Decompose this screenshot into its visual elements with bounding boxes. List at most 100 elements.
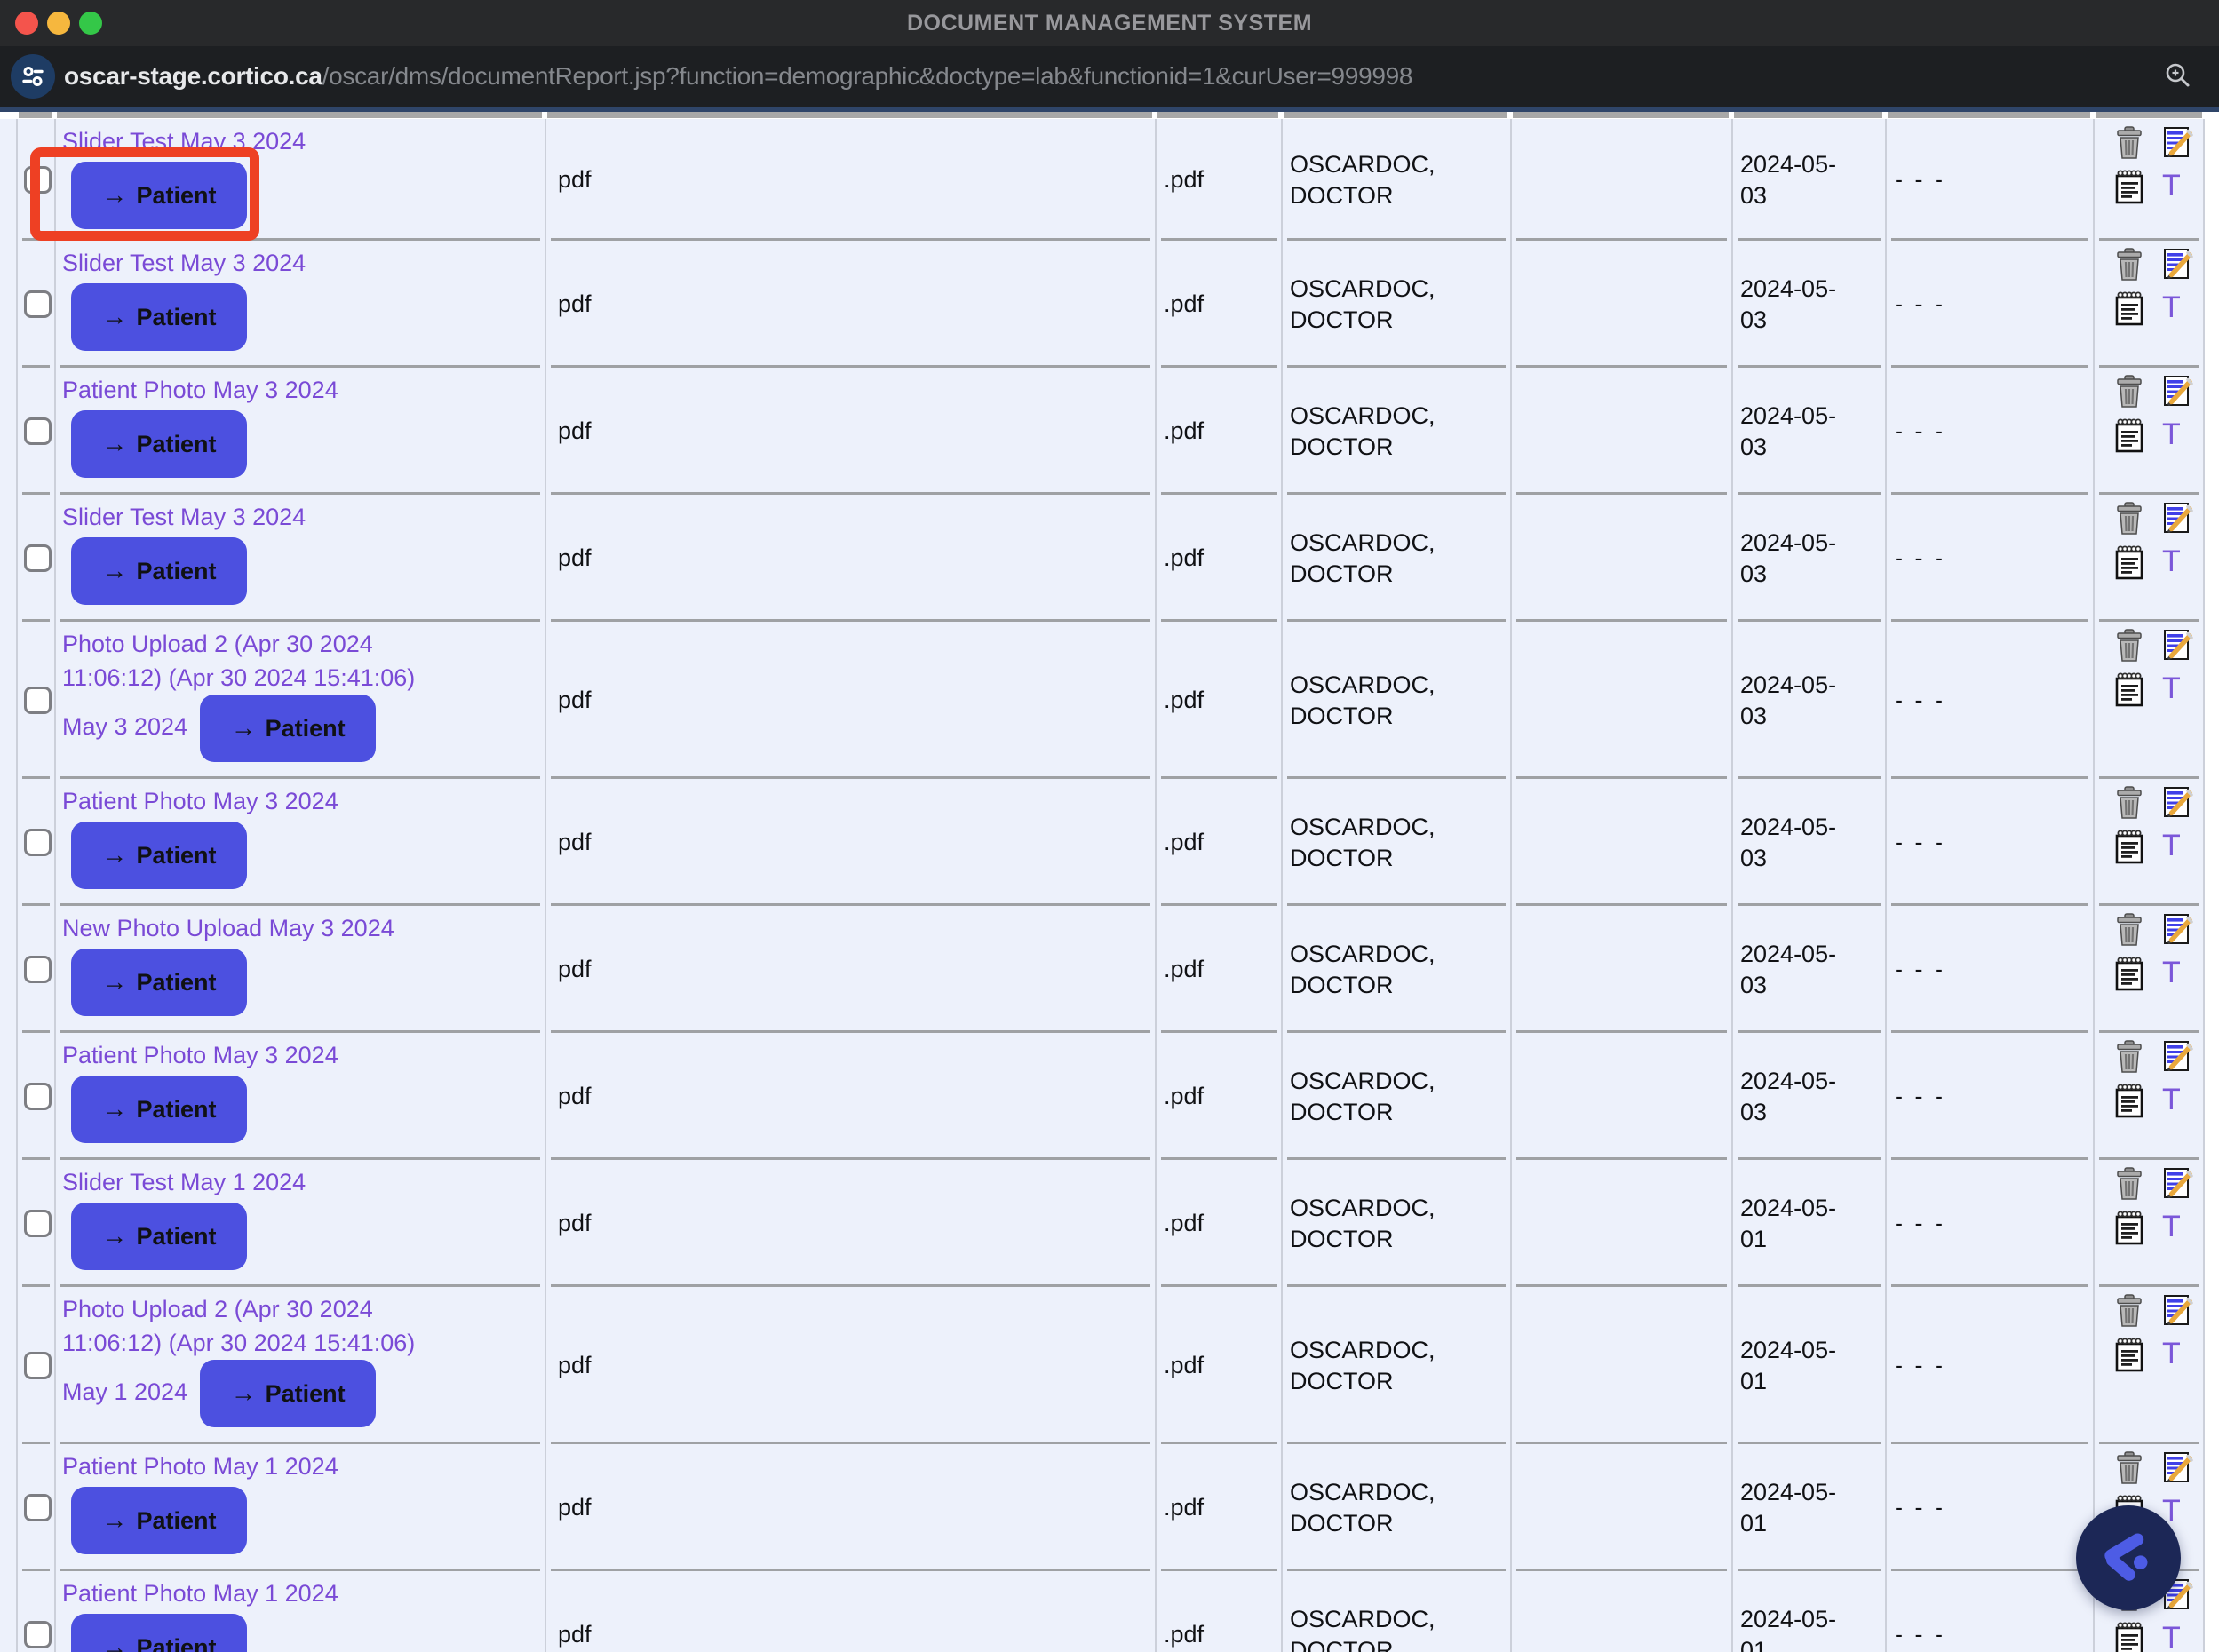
- trash-icon[interactable]: [2114, 1040, 2155, 1079]
- notepad-icon[interactable]: [2114, 290, 2155, 330]
- send-to-patient-button[interactable]: → Patient: [71, 410, 247, 478]
- send-to-patient-button[interactable]: → Patient: [71, 162, 247, 229]
- row-checkbox[interactable]: [24, 1083, 52, 1110]
- zoom-window-icon[interactable]: [79, 12, 102, 35]
- tickler-link[interactable]: T: [2162, 417, 2181, 451]
- document-link[interactable]: Slider Test May 1 2024: [62, 1169, 306, 1195]
- doc-type-cell: pdf: [545, 622, 1155, 779]
- doc-author-cell: OSCARDOC, DOCTOR: [1281, 1287, 1510, 1444]
- document-table: Slider Test May 3 2024 → Patient pdf .pdf …: [0, 119, 2205, 1652]
- row-left-gutter: [0, 1160, 16, 1287]
- notepad-icon[interactable]: [2114, 544, 2155, 584]
- notepad-icon[interactable]: [2114, 956, 2155, 995]
- trash-icon[interactable]: [2114, 502, 2155, 541]
- document-link[interactable]: Patient Photo May 1 2024: [62, 1580, 338, 1607]
- row-checkbox[interactable]: [24, 956, 52, 983]
- send-to-patient-button[interactable]: → Patient: [71, 1076, 247, 1143]
- notepad-icon[interactable]: [2114, 1337, 2155, 1376]
- row-checkbox[interactable]: [24, 290, 52, 318]
- trash-icon[interactable]: [2114, 1294, 2155, 1333]
- edit-document-icon[interactable]: [2162, 248, 2203, 287]
- document-link[interactable]: Patient Photo May 3 2024: [62, 788, 338, 814]
- row-checkbox[interactable]: [24, 829, 52, 856]
- trash-icon[interactable]: [2114, 1167, 2155, 1206]
- tickler-link[interactable]: T: [2162, 1210, 2181, 1243]
- document-link[interactable]: Slider Test May 3 2024: [62, 250, 306, 276]
- notepad-icon[interactable]: [2114, 1210, 2155, 1249]
- edit-document-icon[interactable]: [2162, 1040, 2203, 1079]
- document-link[interactable]: Patient Photo May 3 2024: [62, 377, 338, 403]
- notepad-icon[interactable]: [2114, 1621, 2155, 1652]
- row-left-gutter: [0, 368, 16, 495]
- doc-date: 2024-05-03: [1740, 401, 1837, 460]
- send-to-patient-button[interactable]: → Patient: [200, 1360, 377, 1427]
- send-to-patient-button[interactable]: → Patient: [200, 695, 377, 762]
- edit-document-icon[interactable]: [2162, 1451, 2203, 1490]
- edit-document-icon[interactable]: [2162, 502, 2203, 541]
- doc-date-cell: 2024-05-03: [1731, 495, 1885, 622]
- trash-icon[interactable]: [2114, 913, 2155, 952]
- tickler-link[interactable]: T: [2162, 1621, 2181, 1652]
- document-link[interactable]: Slider Test May 3 2024: [62, 504, 306, 530]
- edit-document-icon[interactable]: [2162, 375, 2203, 414]
- row-checkbox[interactable]: [24, 1621, 52, 1648]
- doc-author-cell: OSCARDOC, DOCTOR: [1281, 1571, 1510, 1652]
- notepad-icon[interactable]: [2114, 417, 2155, 457]
- tickler-link[interactable]: T: [2162, 169, 2181, 203]
- document-link[interactable]: Patient Photo May 3 2024: [62, 1042, 338, 1068]
- tune-sliders-icon[interactable]: [11, 54, 55, 99]
- trash-icon[interactable]: [2114, 1451, 2155, 1490]
- send-to-patient-button[interactable]: → Patient: [71, 1487, 247, 1554]
- arrow-right-icon: →: [101, 1505, 128, 1535]
- document-link[interactable]: Patient Photo May 1 2024: [62, 1453, 338, 1480]
- edit-document-icon[interactable]: [2162, 126, 2203, 165]
- tickler-link[interactable]: T: [2162, 956, 2181, 989]
- row-checkbox[interactable]: [24, 544, 52, 572]
- edit-document-icon[interactable]: [2162, 786, 2203, 825]
- document-link[interactable]: Photo Upload 2 (Apr 30 2024 11:06:12) (A…: [62, 631, 416, 741]
- notepad-icon[interactable]: [2114, 829, 2155, 868]
- tickler-link[interactable]: T: [2162, 671, 2181, 705]
- row-checkbox[interactable]: [24, 166, 52, 194]
- notepad-icon[interactable]: [2114, 671, 2155, 711]
- row-checkbox[interactable]: [24, 1494, 52, 1521]
- address-bar[interactable]: oscar-stage.cortico.ca/oscar/dms/documen…: [0, 46, 2219, 107]
- row-actions-cell: T: [2093, 368, 2203, 495]
- tickler-link[interactable]: T: [2162, 1494, 2181, 1528]
- notepad-icon[interactable]: [2114, 1083, 2155, 1122]
- tickler-link[interactable]: T: [2162, 544, 2181, 578]
- trash-icon[interactable]: [2114, 629, 2155, 668]
- notepad-icon[interactable]: [2114, 169, 2155, 208]
- tickler-link[interactable]: T: [2162, 290, 2181, 324]
- edit-document-icon[interactable]: [2162, 913, 2203, 952]
- document-link[interactable]: New Photo Upload May 3 2024: [62, 915, 394, 941]
- send-to-patient-button[interactable]: → Patient: [71, 537, 247, 605]
- document-link[interactable]: Slider Test May 3 2024: [62, 128, 306, 155]
- title-cell: Slider Test May 3 2024 → Patient: [54, 495, 545, 622]
- edit-document-icon[interactable]: [2162, 1167, 2203, 1206]
- send-to-patient-button[interactable]: → Patient: [71, 283, 247, 351]
- tickler-link[interactable]: T: [2162, 1337, 2181, 1370]
- send-to-patient-button[interactable]: → Patient: [71, 822, 247, 889]
- trash-icon[interactable]: [2114, 786, 2155, 825]
- edit-document-icon[interactable]: [2162, 1294, 2203, 1333]
- trash-icon[interactable]: [2114, 126, 2155, 165]
- send-to-patient-button[interactable]: → Patient: [71, 949, 247, 1016]
- row-checkbox[interactable]: [24, 1352, 52, 1379]
- document-link[interactable]: Photo Upload 2 (Apr 30 2024 11:06:12) (A…: [62, 1296, 416, 1406]
- row-checkbox[interactable]: [24, 417, 52, 445]
- tickler-link[interactable]: T: [2162, 1083, 2181, 1116]
- table-row: Slider Test May 3 2024 → Patient pdf .pdf …: [0, 241, 2203, 368]
- row-checkbox[interactable]: [24, 1210, 52, 1237]
- trash-icon[interactable]: [2114, 248, 2155, 287]
- close-window-icon[interactable]: [15, 12, 38, 35]
- cortico-chevron-dot-icon[interactable]: [2076, 1505, 2181, 1610]
- edit-document-icon[interactable]: [2162, 629, 2203, 668]
- zoom-in-icon[interactable]: [2164, 61, 2194, 96]
- tickler-link[interactable]: T: [2162, 829, 2181, 862]
- send-to-patient-button[interactable]: → Patient: [71, 1203, 247, 1270]
- trash-icon[interactable]: [2114, 375, 2155, 414]
- minimize-window-icon[interactable]: [47, 12, 70, 35]
- row-checkbox[interactable]: [24, 687, 52, 714]
- send-to-patient-button[interactable]: → Patient: [71, 1614, 247, 1652]
